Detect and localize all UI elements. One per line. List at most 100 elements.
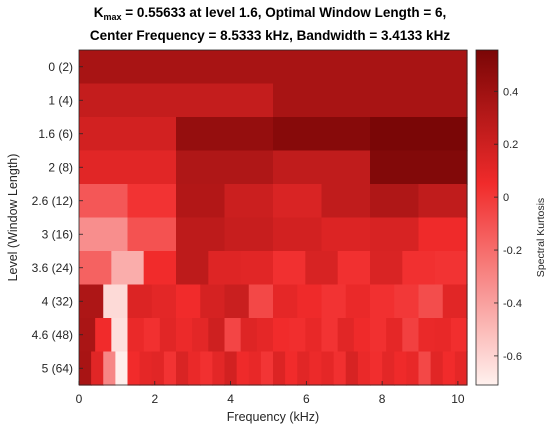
x-tick-label: 10 xyxy=(451,392,465,406)
x-axis-label: Frequency (kHz) xyxy=(227,410,319,424)
title-k: K xyxy=(93,5,104,20)
heatmap-cell xyxy=(345,284,371,319)
heatmap-cell xyxy=(143,251,177,286)
heatmap-cell xyxy=(176,217,226,252)
heatmap-cell xyxy=(224,217,274,252)
heatmap-cell xyxy=(370,284,395,319)
heatmap-cell xyxy=(240,318,258,353)
title-line-1-rest: = 0.55633 at level 1.6, Optimal Window L… xyxy=(121,5,447,20)
x-tick-label: 2 xyxy=(151,392,158,406)
heatmap-cell xyxy=(79,284,104,319)
heatmap-cell xyxy=(200,351,213,386)
heatmap-cell xyxy=(273,284,298,319)
heatmap-cell xyxy=(127,318,145,353)
heatmap-cell xyxy=(127,351,141,386)
title-line-2: Center Frequency = 8.5333 kHz, Bandwidth… xyxy=(89,28,451,43)
heatmap-cell xyxy=(143,318,161,353)
y-tick-label: 1 (4) xyxy=(48,93,73,107)
heatmap-cell xyxy=(418,217,468,252)
heatmap-cell xyxy=(79,117,177,152)
x-tick-label: 8 xyxy=(379,392,386,406)
title-line-1: Kmax = 0.55633 at level 1.6, Optimal Win… xyxy=(60,2,480,25)
heatmap-cell xyxy=(273,184,323,219)
colorbar-tick-label: -0.6 xyxy=(503,351,522,363)
heatmap-cell xyxy=(297,284,323,319)
heatmap-cell xyxy=(79,318,96,353)
heatmap-cell xyxy=(151,284,177,319)
heatmap-cell xyxy=(79,217,129,252)
y-tick-label: 0 (2) xyxy=(48,60,73,74)
heatmap-cells xyxy=(79,50,468,386)
y-tick-label: 1.6 (6) xyxy=(38,127,73,141)
heatmap-cell xyxy=(321,284,347,319)
heatmap-cell xyxy=(159,318,177,353)
heatmap-cell xyxy=(79,351,92,386)
heatmap-cell xyxy=(127,284,153,319)
heatmap-cell xyxy=(450,318,468,353)
y-axis: 0 (2) 1 (4) 1.6 (6) 2 (8) 2.6 (12) 3 (16) 3.6 … xyxy=(32,60,83,375)
heatmap-cell xyxy=(111,251,145,286)
heatmap-cell xyxy=(115,351,129,386)
heatmap-cell xyxy=(79,251,112,286)
heatmap-cell xyxy=(79,150,177,185)
heatmap-cell xyxy=(382,351,395,386)
heatmap-cell xyxy=(273,117,371,152)
heatmap-cell xyxy=(386,318,403,353)
heatmap-cell xyxy=(321,184,371,219)
heatmap-cell xyxy=(176,150,274,185)
heatmap-cell xyxy=(176,284,201,319)
colorbar-label: Spectral Kurtosis xyxy=(535,198,547,277)
colorbar-tick-label: -0.4 xyxy=(503,298,522,310)
heatmap-cell xyxy=(224,351,238,386)
heatmap-cell xyxy=(394,351,407,386)
heatmap-cell xyxy=(297,351,310,386)
y-tick-label: 4.6 (48) xyxy=(32,328,73,342)
heatmap-cell xyxy=(357,351,371,386)
chart-title: Kmax = 0.55633 at level 1.6, Optimal Win… xyxy=(60,2,480,47)
heatmap-cell xyxy=(79,184,129,219)
x-tick-label: 0 xyxy=(76,392,83,406)
heatmap-cell xyxy=(418,318,436,353)
colorbar-tick-label: 0.2 xyxy=(503,139,518,151)
heatmap-cell xyxy=(176,351,189,386)
heatmap-cell xyxy=(95,318,112,353)
y-tick-label: 2 (8) xyxy=(48,160,73,174)
heatmap-cell xyxy=(176,184,226,219)
heatmap-cell xyxy=(139,351,153,386)
y-tick-label: 2.6 (12) xyxy=(32,194,73,208)
heatmap-cell xyxy=(442,351,456,386)
heatmap-cell xyxy=(208,318,226,353)
heatmap-cell xyxy=(370,318,387,353)
heatmap-cell xyxy=(151,351,165,386)
heatmap-cell xyxy=(394,284,420,319)
plot-frame xyxy=(78,49,468,386)
heatmap-cell xyxy=(248,351,262,386)
heatmap-cell xyxy=(321,351,335,386)
heatmap-cell xyxy=(224,184,274,219)
heatmap-cell xyxy=(273,83,468,118)
heatmap-cell xyxy=(418,184,468,219)
heatmap-cell xyxy=(273,150,371,185)
heatmap-cell xyxy=(337,251,371,286)
heatmap-cell xyxy=(353,318,371,353)
heatmap-cell xyxy=(333,351,347,386)
heatmap-cell xyxy=(127,184,177,219)
y-tick-label: 3.6 (24) xyxy=(32,261,73,275)
heatmap-cell xyxy=(418,351,432,386)
colorbar-tick-label: 0.4 xyxy=(503,86,518,98)
heatmap-cell xyxy=(91,351,104,386)
heatmap-cell xyxy=(200,284,226,319)
heatmap-cell xyxy=(442,284,468,319)
y-tick-label: 5 (64) xyxy=(42,361,73,375)
heatmap-cell xyxy=(176,117,274,152)
heatmap-cell xyxy=(402,318,420,353)
heatmap-cell xyxy=(208,251,242,286)
heatmap-cell xyxy=(212,351,226,386)
heatmap-cell xyxy=(273,217,323,252)
x-tick-label: 4 xyxy=(227,392,234,406)
heatmap-cell xyxy=(406,351,420,386)
heatmap-cell xyxy=(402,251,436,286)
heatmap-cell xyxy=(370,217,420,252)
heatmap-cell xyxy=(79,50,468,85)
